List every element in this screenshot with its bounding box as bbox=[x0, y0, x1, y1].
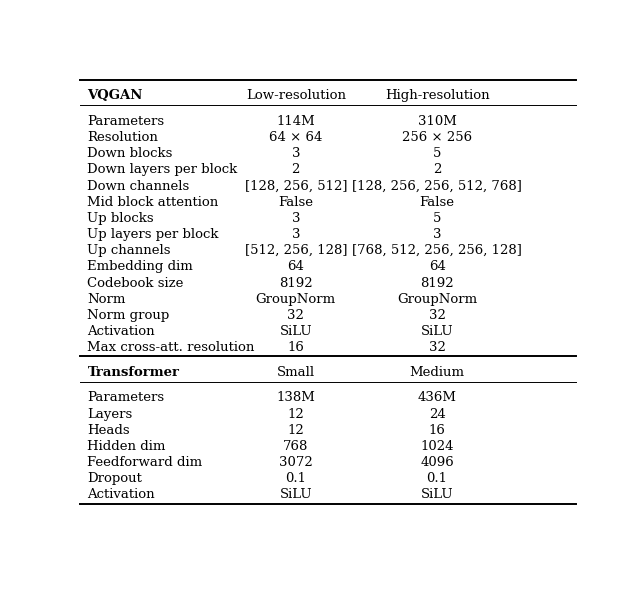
Text: Parameters: Parameters bbox=[88, 392, 164, 404]
Text: Activation: Activation bbox=[88, 325, 155, 338]
Text: Max cross-att. resolution: Max cross-att. resolution bbox=[88, 341, 255, 354]
Text: Embedding dim: Embedding dim bbox=[88, 260, 193, 274]
Text: SiLU: SiLU bbox=[421, 488, 453, 501]
Text: Feedforward dim: Feedforward dim bbox=[88, 456, 203, 469]
Text: Up channels: Up channels bbox=[88, 244, 171, 257]
Text: Resolution: Resolution bbox=[88, 131, 158, 144]
Text: Up blocks: Up blocks bbox=[88, 212, 154, 225]
Text: 5: 5 bbox=[433, 212, 442, 225]
Text: 310M: 310M bbox=[418, 115, 456, 128]
Text: 24: 24 bbox=[429, 407, 445, 421]
Text: Down channels: Down channels bbox=[88, 179, 189, 193]
Text: 3: 3 bbox=[433, 228, 442, 241]
Text: 2: 2 bbox=[292, 164, 300, 176]
Text: Mid block attention: Mid block attention bbox=[88, 196, 219, 209]
Text: 3: 3 bbox=[291, 212, 300, 225]
Text: 32: 32 bbox=[287, 309, 304, 322]
Text: 12: 12 bbox=[287, 424, 304, 437]
Text: VQGAN: VQGAN bbox=[88, 89, 143, 102]
Text: Norm group: Norm group bbox=[88, 309, 170, 322]
Text: 64: 64 bbox=[429, 260, 445, 274]
Text: Layers: Layers bbox=[88, 407, 132, 421]
Text: 256 × 256: 256 × 256 bbox=[402, 131, 472, 144]
Text: Up layers per block: Up layers per block bbox=[88, 228, 219, 241]
Text: SiLU: SiLU bbox=[421, 325, 453, 338]
Text: Parameters: Parameters bbox=[88, 115, 164, 128]
Text: False: False bbox=[278, 196, 313, 209]
Text: Hidden dim: Hidden dim bbox=[88, 440, 166, 453]
Text: 32: 32 bbox=[429, 309, 445, 322]
Text: 436M: 436M bbox=[418, 392, 456, 404]
Text: 8192: 8192 bbox=[420, 277, 454, 289]
Text: High-resolution: High-resolution bbox=[385, 89, 490, 102]
Text: Medium: Medium bbox=[410, 365, 465, 379]
Text: 64 × 64: 64 × 64 bbox=[269, 131, 323, 144]
Text: Codebook size: Codebook size bbox=[88, 277, 184, 289]
Text: GroupNorm: GroupNorm bbox=[256, 292, 336, 306]
Text: 3: 3 bbox=[291, 147, 300, 161]
Text: False: False bbox=[420, 196, 454, 209]
Text: 12: 12 bbox=[287, 407, 304, 421]
Text: Low-resolution: Low-resolution bbox=[246, 89, 346, 102]
Text: SiLU: SiLU bbox=[280, 488, 312, 501]
Text: Norm: Norm bbox=[88, 292, 126, 306]
Text: Dropout: Dropout bbox=[88, 472, 142, 485]
Text: [768, 512, 256, 256, 128]: [768, 512, 256, 256, 128] bbox=[352, 244, 522, 257]
Text: 16: 16 bbox=[287, 341, 304, 354]
Text: 3: 3 bbox=[291, 228, 300, 241]
Text: 8192: 8192 bbox=[279, 277, 312, 289]
Text: 0.1: 0.1 bbox=[427, 472, 447, 485]
Text: 114M: 114M bbox=[276, 115, 315, 128]
Text: 5: 5 bbox=[433, 147, 442, 161]
Text: 3072: 3072 bbox=[279, 456, 312, 469]
Text: [128, 256, 256, 512, 768]: [128, 256, 256, 512, 768] bbox=[352, 179, 522, 193]
Text: SiLU: SiLU bbox=[280, 325, 312, 338]
Text: 138M: 138M bbox=[276, 392, 315, 404]
Text: 64: 64 bbox=[287, 260, 304, 274]
Text: GroupNorm: GroupNorm bbox=[397, 292, 477, 306]
Text: 768: 768 bbox=[283, 440, 308, 453]
Text: Down layers per block: Down layers per block bbox=[88, 164, 237, 176]
Text: Down blocks: Down blocks bbox=[88, 147, 173, 161]
Text: 16: 16 bbox=[429, 424, 445, 437]
Text: [512, 256, 128]: [512, 256, 128] bbox=[244, 244, 347, 257]
Text: 1024: 1024 bbox=[420, 440, 454, 453]
Text: 0.1: 0.1 bbox=[285, 472, 307, 485]
Text: Transformer: Transformer bbox=[88, 365, 179, 379]
Text: 2: 2 bbox=[433, 164, 442, 176]
Text: Activation: Activation bbox=[88, 488, 155, 501]
Text: Heads: Heads bbox=[88, 424, 130, 437]
Text: [128, 256, 512]: [128, 256, 512] bbox=[244, 179, 347, 193]
Text: 32: 32 bbox=[429, 341, 445, 354]
Text: Small: Small bbox=[276, 365, 315, 379]
Text: 4096: 4096 bbox=[420, 456, 454, 469]
